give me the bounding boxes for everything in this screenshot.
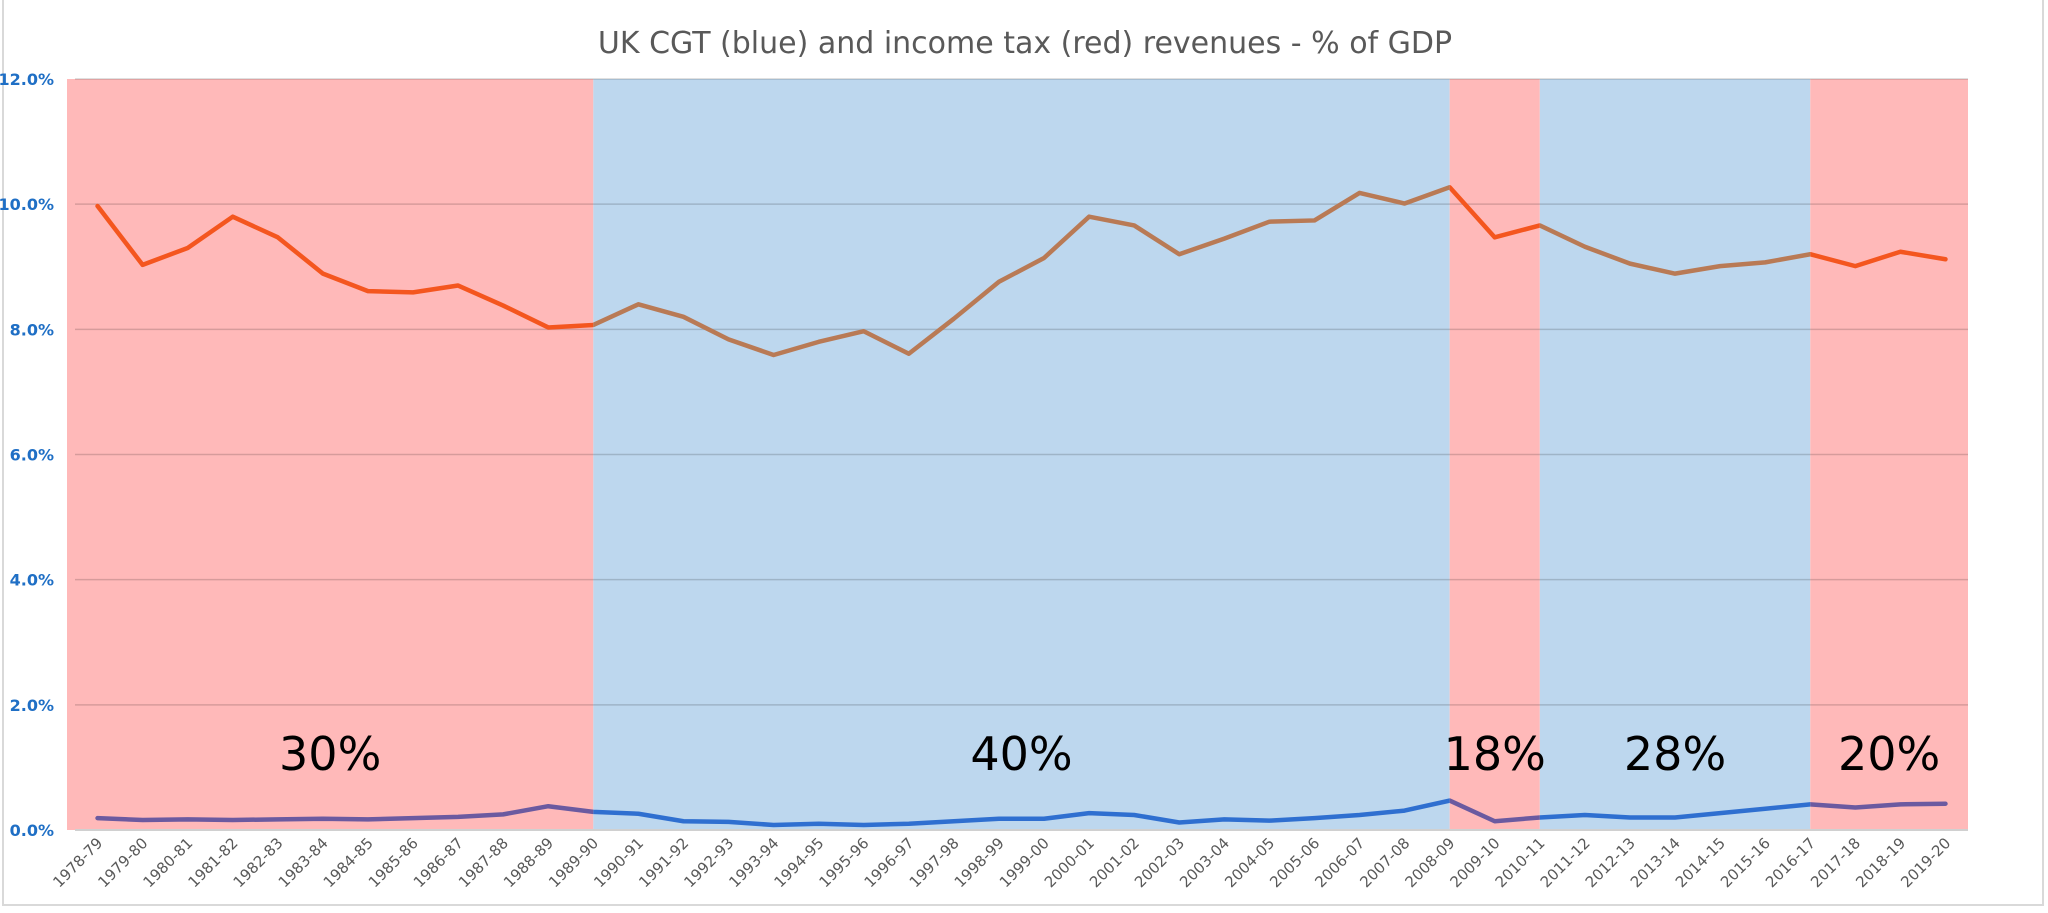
rate-band: [1810, 79, 1968, 830]
y-tick-label: 2.0%: [10, 696, 54, 715]
y-tick-label: 4.0%: [10, 571, 54, 590]
cgt-line-blue-segment: [593, 798, 1811, 828]
rate-label: 20%: [1838, 727, 1940, 781]
rate-label: 18%: [1444, 727, 1546, 781]
x-tick-label: 2019-20: [1897, 834, 1954, 891]
y-tick-label: 12.0%: [0, 70, 54, 89]
y-tick-label: 8.0%: [10, 320, 54, 339]
y-tick-label: 10.0%: [0, 195, 54, 214]
chart-title: UK CGT (blue) and income tax (red) reven…: [598, 26, 1452, 61]
rate-label: 30%: [279, 727, 381, 781]
income_tax-line-blue-segment: [593, 185, 1811, 358]
rate-band: [1539, 79, 1811, 830]
rate-label: 40%: [970, 727, 1072, 781]
y-tick-label: 6.0%: [10, 446, 54, 465]
rate-label: 28%: [1624, 727, 1726, 781]
y-tick-label: 0.0%: [10, 821, 54, 840]
rate-band: [67, 79, 594, 830]
rate-band: [593, 79, 1450, 830]
